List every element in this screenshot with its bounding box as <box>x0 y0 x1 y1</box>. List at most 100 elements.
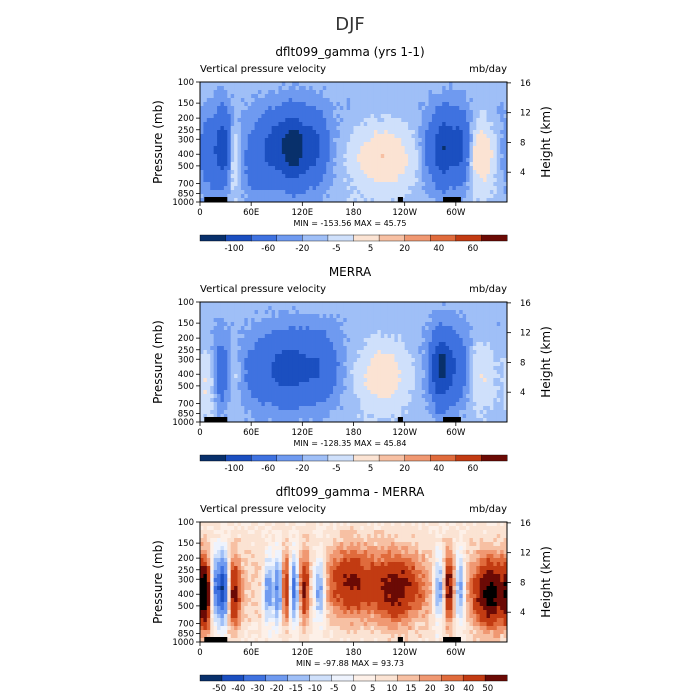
field-cell <box>268 318 273 323</box>
field-cell <box>339 322 344 327</box>
field-cell <box>360 158 365 163</box>
field-cell <box>404 342 409 347</box>
field-cell <box>452 186 457 191</box>
field-cell <box>479 382 484 387</box>
field-cell <box>223 106 228 111</box>
field-cell <box>268 366 273 371</box>
field-cell <box>271 334 276 339</box>
field-cell <box>292 318 296 323</box>
field-cell <box>472 374 477 379</box>
field-cell <box>394 170 399 175</box>
field-cell <box>264 182 269 187</box>
field-cell <box>421 118 426 123</box>
field-cell <box>220 122 225 127</box>
field-cell <box>247 102 252 107</box>
field-cell <box>503 198 508 203</box>
field-cell <box>227 338 232 343</box>
field-cell <box>240 310 245 315</box>
field-cell <box>387 338 392 343</box>
field-cell <box>394 322 399 327</box>
field-cell <box>210 138 215 143</box>
field-cell <box>435 82 440 87</box>
field-cell <box>394 186 399 191</box>
field-cell <box>261 186 266 191</box>
field-cell <box>411 350 416 355</box>
field-cell <box>220 306 225 311</box>
field-cell <box>404 190 409 195</box>
field-cell <box>408 110 412 115</box>
field-cell <box>230 338 235 343</box>
field-cell <box>367 366 371 371</box>
field-cell <box>479 378 484 383</box>
field-cell <box>472 354 477 359</box>
field-cell <box>275 370 279 375</box>
field-cell <box>486 358 491 363</box>
field-cell <box>203 370 208 375</box>
field-cell <box>472 310 477 315</box>
field-cell <box>391 346 395 351</box>
field-cell <box>401 126 406 131</box>
field-cell <box>329 134 334 139</box>
panel-units-label: mb/day <box>469 284 507 295</box>
field-cell <box>367 302 371 307</box>
field-cell <box>292 102 296 107</box>
field-cell <box>459 354 464 359</box>
field-cell <box>319 94 324 99</box>
field-cell <box>421 330 426 335</box>
field-cell <box>247 330 252 335</box>
field-cell <box>305 182 310 187</box>
field-cell <box>462 338 467 343</box>
field-cell <box>367 166 371 171</box>
field-cell <box>227 158 232 163</box>
field-cell <box>360 378 365 383</box>
field-cell <box>387 350 392 355</box>
field-cell <box>309 374 313 379</box>
field-cell <box>302 158 307 163</box>
field-cell <box>384 342 389 347</box>
field-cell <box>384 90 389 95</box>
field-cell <box>356 102 361 107</box>
field-cell <box>438 174 443 179</box>
field-cell <box>213 82 218 87</box>
field-cell <box>336 110 341 115</box>
field-cell <box>421 182 426 187</box>
field-cell <box>227 370 232 375</box>
field-cell <box>363 178 368 183</box>
field-cell <box>489 150 494 155</box>
field-cell <box>322 182 327 187</box>
field-cell <box>254 114 259 119</box>
field-cell <box>387 118 392 123</box>
field-cell <box>305 194 310 199</box>
field-cell <box>363 162 368 167</box>
field-cell <box>411 174 416 179</box>
field-cell <box>483 174 487 179</box>
field-cell <box>292 338 296 343</box>
field-cell <box>421 198 426 203</box>
field-cell <box>302 138 307 143</box>
field-cell <box>503 302 508 307</box>
field-cell <box>373 150 378 155</box>
field-cell <box>380 158 385 163</box>
field-cell <box>500 370 504 375</box>
field-cell <box>261 350 266 355</box>
field-cell <box>254 178 259 183</box>
field-cell <box>268 166 273 171</box>
field-cell <box>315 142 320 147</box>
field-cell <box>336 398 341 403</box>
field-cell <box>486 314 491 319</box>
field-cell <box>247 318 252 323</box>
field-cell <box>370 154 375 159</box>
field-cell <box>288 166 293 171</box>
field-cell <box>298 334 303 339</box>
field-cell <box>438 378 443 383</box>
field-cell <box>449 102 453 107</box>
field-cell <box>425 174 429 179</box>
field-cell <box>493 86 498 91</box>
field-cell <box>315 386 320 391</box>
field-cell <box>404 98 409 103</box>
field-cell <box>220 150 225 155</box>
field-cell <box>370 150 375 155</box>
field-cell <box>264 382 269 387</box>
field-cell <box>227 390 232 395</box>
field-cell <box>309 190 313 195</box>
